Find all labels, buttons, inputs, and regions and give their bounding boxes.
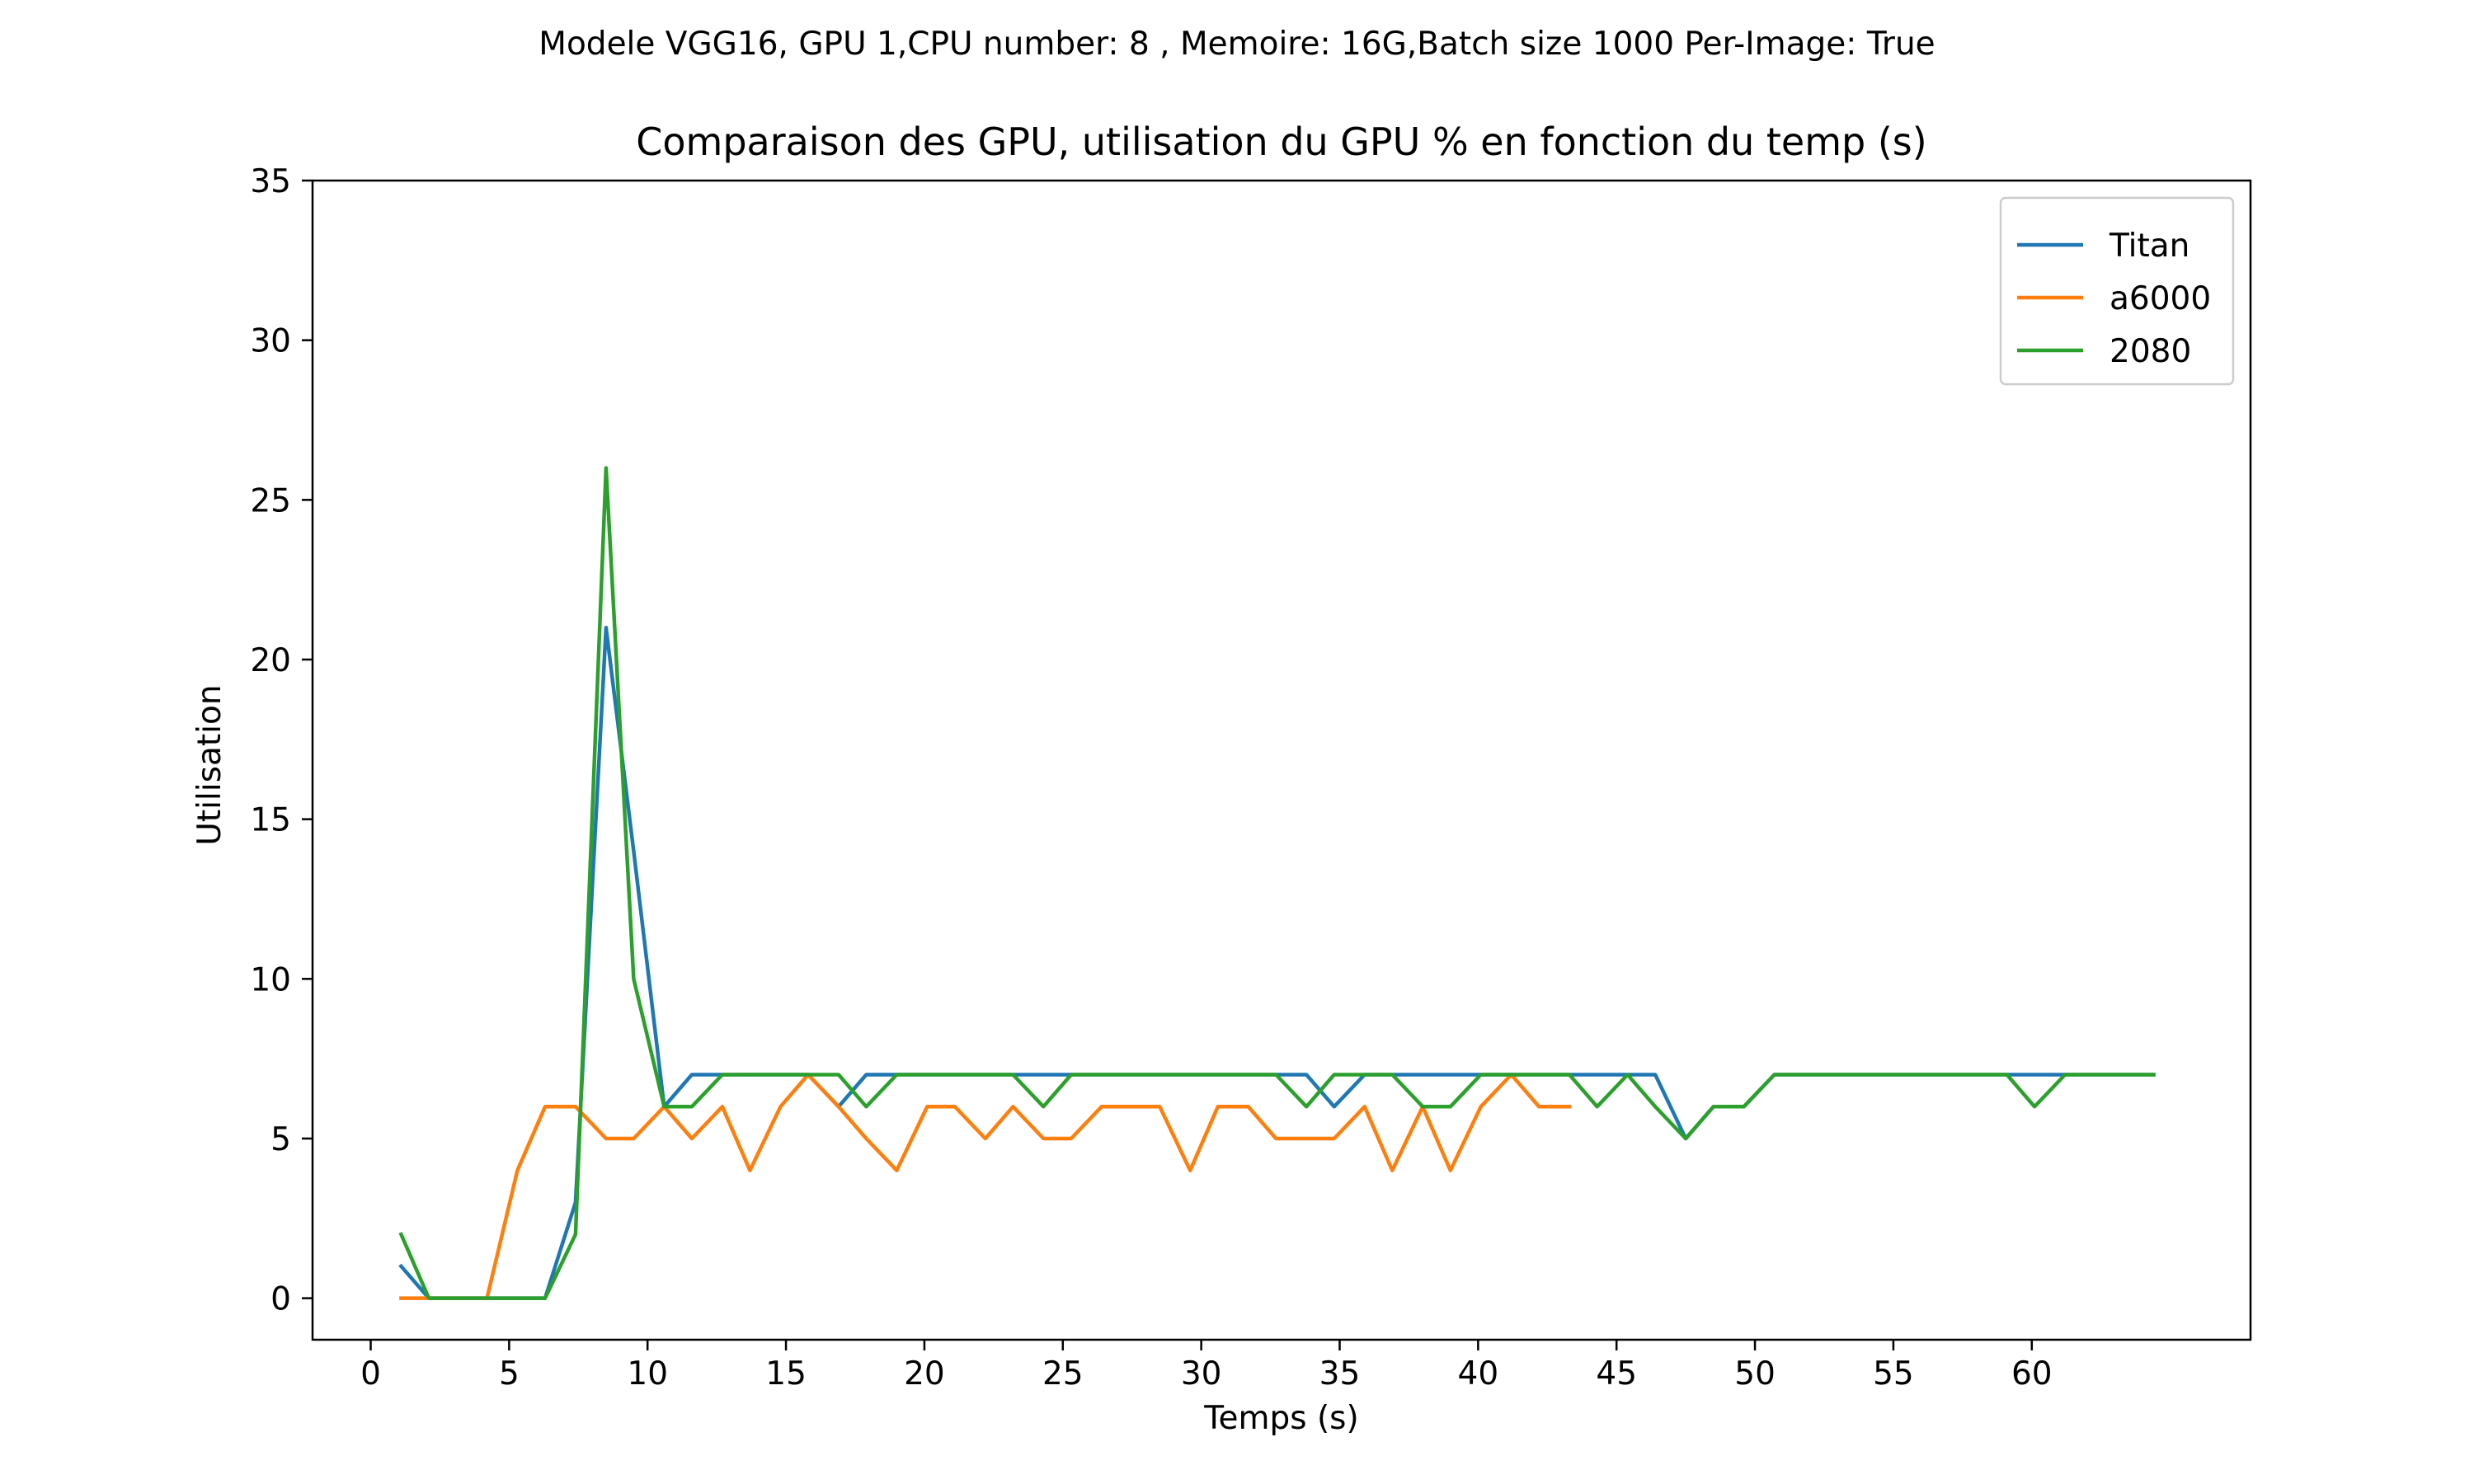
legend: Titan a6000 2080 <box>1999 196 2235 386</box>
y-tick-label: 20 <box>250 642 291 679</box>
x-tick-label: 60 <box>2011 1355 2053 1392</box>
x-axis-ticks: 0 5 10 15 20 25 30 35 40 45 50 55 60 <box>360 1340 2053 1392</box>
y-tick-label: 5 <box>270 1121 291 1158</box>
x-tick-label: 0 <box>360 1355 381 1392</box>
chart-title: Comparaison des GPU, utilisation du GPU … <box>636 120 1926 164</box>
legend-label-2080: 2080 <box>2109 333 2191 370</box>
y-tick-label: 25 <box>250 482 291 519</box>
y-tick-label: 30 <box>250 323 291 360</box>
y-tick-label: 0 <box>270 1281 291 1318</box>
y-axis-ticks: 0 5 10 15 20 25 30 35 <box>250 163 313 1318</box>
x-tick-label: 10 <box>627 1355 668 1392</box>
y-tick-label: 35 <box>250 163 291 200</box>
x-tick-label: 35 <box>1319 1355 1361 1392</box>
series-line-a6000 <box>399 1073 1572 1300</box>
x-tick-label: 15 <box>765 1355 807 1392</box>
x-tick-label: 50 <box>1734 1355 1776 1392</box>
x-axis-label: Temps (s) <box>1203 1400 1358 1437</box>
x-tick-label: 30 <box>1181 1355 1222 1392</box>
y-axis-label: Utilisation <box>191 684 228 845</box>
plot-frame <box>311 179 2252 1341</box>
series-line-2080 <box>398 466 2156 1300</box>
x-tick-label: 55 <box>1873 1355 1914 1392</box>
x-tick-label: 5 <box>499 1355 520 1392</box>
plot-lines <box>398 466 2156 1300</box>
x-tick-label: 45 <box>1596 1355 1637 1392</box>
y-tick-label: 15 <box>250 802 291 839</box>
y-tick-label: 10 <box>250 961 291 998</box>
x-tick-label: 20 <box>904 1355 945 1392</box>
legend-label-Titan: Titan <box>2109 228 2189 265</box>
x-tick-label: 40 <box>1458 1355 1499 1392</box>
figure-suptitle: Modele VGG16, GPU 1,CPU number: 8 , Memo… <box>539 26 1935 63</box>
series-line-Titan <box>398 626 2156 1300</box>
legend-label-a6000: a6000 <box>2109 280 2211 317</box>
x-tick-label: 25 <box>1042 1355 1084 1392</box>
